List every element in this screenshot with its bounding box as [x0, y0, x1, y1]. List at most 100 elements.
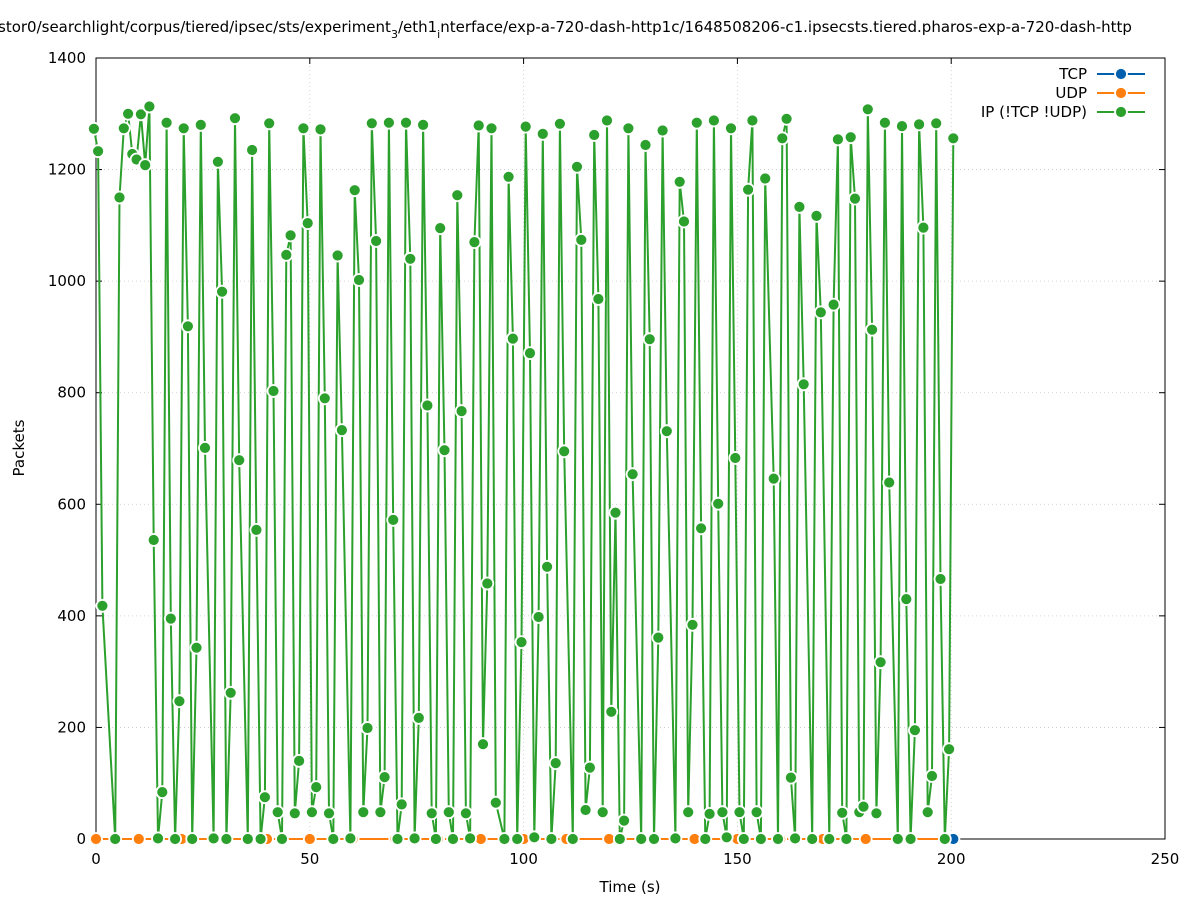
data-point	[899, 592, 914, 606]
y-tick-label: 600	[57, 495, 86, 513]
data-point	[347, 183, 362, 198]
data-point	[848, 191, 862, 206]
y-tick-label: 1200	[48, 161, 86, 179]
data-point	[523, 346, 537, 361]
data-point	[869, 806, 884, 821]
data-point	[309, 780, 324, 794]
data-point	[142, 99, 157, 114]
y-tick-label: 400	[57, 607, 86, 625]
data-point	[916, 220, 931, 235]
data-point	[766, 471, 781, 486]
data-point	[270, 805, 285, 820]
data-point	[219, 832, 234, 846]
data-point	[317, 391, 332, 406]
data-point	[172, 694, 187, 709]
data-point	[647, 832, 661, 846]
data-point	[215, 284, 230, 299]
data-point	[283, 228, 298, 243]
y-axis-label: Packets	[10, 419, 28, 476]
x-tick-label: 50	[300, 850, 319, 868]
legend-marker	[1114, 67, 1128, 81]
data-point	[138, 158, 153, 173]
data-point	[176, 121, 191, 136]
data-point	[591, 292, 606, 306]
data-point	[386, 513, 401, 527]
data-point	[754, 832, 768, 846]
data-point	[163, 611, 178, 626]
data-point	[736, 832, 751, 846]
data-point	[228, 111, 242, 126]
data-point	[805, 832, 820, 846]
data-point	[724, 121, 738, 136]
data-point	[189, 640, 204, 655]
data-point	[617, 813, 631, 828]
data-point	[809, 208, 824, 223]
series-layer	[87, 99, 961, 846]
data-point	[146, 533, 161, 547]
legend-label: UDP	[1055, 84, 1087, 102]
data-point	[403, 251, 418, 266]
data-point	[659, 424, 674, 439]
data-point	[698, 832, 713, 846]
data-point	[407, 831, 422, 846]
data-point	[933, 572, 948, 586]
x-axis-label: Time (s)	[599, 878, 661, 896]
data-point	[326, 832, 341, 846]
data-point	[322, 806, 336, 821]
data-point	[480, 576, 495, 591]
data-point	[788, 831, 802, 846]
data-point	[253, 832, 268, 846]
data-point	[411, 711, 426, 725]
y-tick-label: 0	[76, 830, 86, 848]
data-point	[707, 113, 721, 128]
data-point	[155, 785, 170, 799]
data-point	[749, 805, 764, 820]
legend-label: TCP	[1058, 65, 1087, 83]
data-point	[784, 770, 798, 785]
data-point	[424, 806, 439, 821]
data-point	[685, 617, 700, 632]
data-point	[108, 832, 123, 846]
data-point	[728, 451, 743, 465]
x-tick-label: 150	[723, 850, 752, 868]
data-point	[330, 248, 345, 263]
data-point	[587, 128, 602, 142]
data-point	[356, 805, 371, 820]
data-point	[672, 174, 687, 189]
data-point	[369, 234, 384, 248]
data-point	[223, 685, 238, 700]
data-point	[193, 118, 208, 132]
data-point	[715, 805, 730, 820]
data-point	[719, 830, 734, 845]
data-point	[638, 138, 653, 152]
data-point	[245, 143, 260, 157]
data-point	[557, 444, 572, 459]
data-point	[300, 216, 315, 231]
data-point	[446, 832, 460, 846]
chart-title: stor0/searchlight/corpus/tiered/ipsec/st…	[0, 18, 1132, 41]
data-point	[890, 832, 905, 846]
data-point	[198, 440, 212, 455]
data-point	[488, 795, 503, 810]
data-point	[116, 121, 131, 136]
data-point	[531, 610, 546, 624]
legend-item: UDP	[1055, 84, 1145, 102]
data-point	[895, 119, 909, 133]
data-point	[595, 805, 610, 820]
x-tick-label: 200	[937, 850, 966, 868]
data-point	[578, 803, 593, 817]
data-point	[364, 116, 379, 131]
y-tick-label: 1000	[48, 272, 86, 290]
data-point	[510, 832, 525, 846]
legend-item: TCP	[1058, 65, 1145, 83]
data-point	[377, 770, 392, 784]
data-point	[240, 832, 255, 846]
data-point	[275, 832, 289, 846]
data-point	[822, 832, 837, 846]
x-tick-label: 0	[91, 850, 101, 868]
data-point	[655, 123, 670, 138]
data-point	[702, 807, 717, 821]
x-tick-label: 100	[509, 850, 538, 868]
data-point	[484, 121, 499, 136]
data-point	[352, 273, 366, 287]
